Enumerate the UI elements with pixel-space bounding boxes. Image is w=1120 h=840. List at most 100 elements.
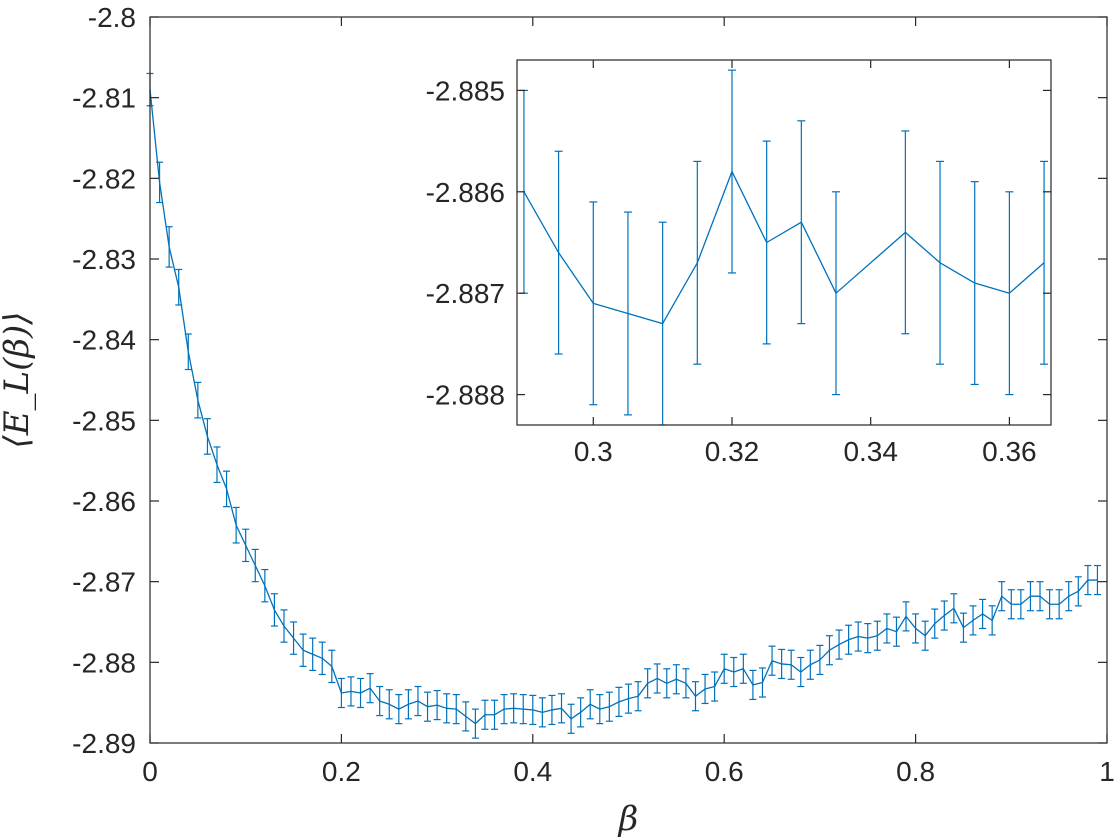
main-y-tick-label: -2.84 xyxy=(72,325,136,356)
main-x-tick-label: 0.8 xyxy=(896,756,935,787)
main-error-bar xyxy=(596,693,604,725)
inset-x-tick-label: 0.36 xyxy=(982,436,1037,467)
main-error-bar xyxy=(538,697,546,728)
main-error-bar xyxy=(510,693,518,724)
main-error-bar xyxy=(290,621,298,655)
inset-y-tick-label: -2.886 xyxy=(426,177,505,208)
main-axes-box xyxy=(149,16,1108,744)
main-error-bar xyxy=(491,699,499,730)
main-error-bar xyxy=(1007,589,1015,620)
main-error-bar xyxy=(1036,581,1044,612)
inset-error-bar xyxy=(762,140,771,345)
main-error-bar xyxy=(366,673,374,704)
main-error-bar xyxy=(357,677,365,709)
main-error-bar xyxy=(165,226,173,268)
main-y-tick-label: -2.8 xyxy=(88,2,136,33)
main-error-bar xyxy=(500,693,508,725)
main-x-tick-label: 0.4 xyxy=(513,756,552,787)
main-error-bar xyxy=(414,685,422,717)
main-y-tick-label: -2.81 xyxy=(72,83,136,114)
main-error-bar xyxy=(883,613,891,644)
main-error-bar xyxy=(462,701,470,732)
main-error-bar xyxy=(835,629,843,660)
main-error-bar xyxy=(213,446,221,484)
main-error-bar xyxy=(577,697,585,728)
inset-y-tick-label: -2.887 xyxy=(426,278,505,309)
main-error-bar xyxy=(864,623,872,654)
main-error-bar xyxy=(280,609,288,643)
main-error-bar xyxy=(605,691,613,722)
main-error-bar xyxy=(998,581,1006,612)
main-error-bar xyxy=(452,693,460,725)
main-error-bar xyxy=(404,689,412,720)
main-error-bar xyxy=(194,381,202,419)
main-error-bar xyxy=(758,667,766,698)
main-error-bar xyxy=(175,268,183,306)
main-error-bar xyxy=(184,333,192,371)
main-error-bar xyxy=(1017,589,1025,620)
main-error-bar xyxy=(912,613,920,644)
main-error-bar xyxy=(548,694,556,726)
main-error-bar xyxy=(251,548,259,583)
main-error-bar xyxy=(481,699,489,730)
inset-axes-box xyxy=(516,59,1052,426)
inset-plot-area xyxy=(517,60,1051,425)
main-error-bar xyxy=(347,676,355,707)
main-error-bar xyxy=(471,708,479,739)
main-error-bar xyxy=(959,612,967,643)
inset-error-bar xyxy=(970,181,979,386)
main-error-bar xyxy=(242,528,250,563)
inset-error-bar xyxy=(623,211,632,416)
main-x-tick-label: 0.2 xyxy=(322,756,361,787)
inset-error-bar xyxy=(936,160,945,365)
main-error-bar xyxy=(1026,581,1034,612)
main-error-bar xyxy=(845,624,853,655)
main-error-bar xyxy=(672,664,680,695)
main-error-bar xyxy=(691,681,699,712)
inset-x-tick-label: 0.3 xyxy=(574,436,613,467)
main-error-bar xyxy=(586,689,594,720)
main-y-tick-label: -2.83 xyxy=(72,244,136,275)
main-error-bar xyxy=(1055,589,1063,620)
inset-error-bar xyxy=(554,150,563,355)
main-error-bar xyxy=(337,677,345,709)
main-x-axis-label: β xyxy=(617,799,639,839)
main-error-bar xyxy=(1046,589,1054,620)
main-y-tick-label: -2.86 xyxy=(72,486,136,517)
main-error-bar xyxy=(299,633,307,667)
main-error-bar xyxy=(270,593,278,627)
main-error-bar xyxy=(979,598,987,630)
main-error-bar xyxy=(443,693,451,724)
main-error-bar xyxy=(711,671,719,702)
main-error-bar xyxy=(318,641,326,676)
main-error-bar xyxy=(261,568,269,603)
inset-error-bar xyxy=(1005,191,1014,396)
inset-error-bar xyxy=(693,160,702,365)
inset-x-tick-label: 0.32 xyxy=(705,436,760,467)
main-error-bar xyxy=(1065,581,1073,612)
inset-error-bar xyxy=(901,130,910,335)
main-error-bar xyxy=(969,605,977,636)
main-error-bar xyxy=(921,620,929,651)
main-error-bar xyxy=(567,703,575,734)
main-error-bar xyxy=(787,649,795,680)
main-error-bar xyxy=(931,608,939,639)
inset-panel: 0.3 0.32 0.34 0.36 -2.885 -2.886 -2.887 -2.888 xyxy=(426,59,1052,467)
main-error-bar xyxy=(902,601,910,632)
main-error-bar xyxy=(778,648,786,680)
main-error-bar xyxy=(644,668,652,699)
main-y-tick-label: -2.89 xyxy=(72,728,136,759)
main-series-line xyxy=(149,89,1098,725)
main-error-bar xyxy=(634,681,642,712)
inset-y-tick-label: -2.888 xyxy=(426,380,505,411)
main-error-bar xyxy=(720,653,728,684)
main-x-tick-label: 0.6 xyxy=(705,756,744,787)
main-y-axis-label: ⟨E_L(β)⟩ xyxy=(0,311,37,448)
main-error-bar xyxy=(825,635,833,666)
main-error-bar xyxy=(232,506,240,544)
inset-x-tick-label: 0.34 xyxy=(843,436,898,467)
main-error-bar xyxy=(625,683,632,714)
inset-error-bar xyxy=(589,201,598,406)
